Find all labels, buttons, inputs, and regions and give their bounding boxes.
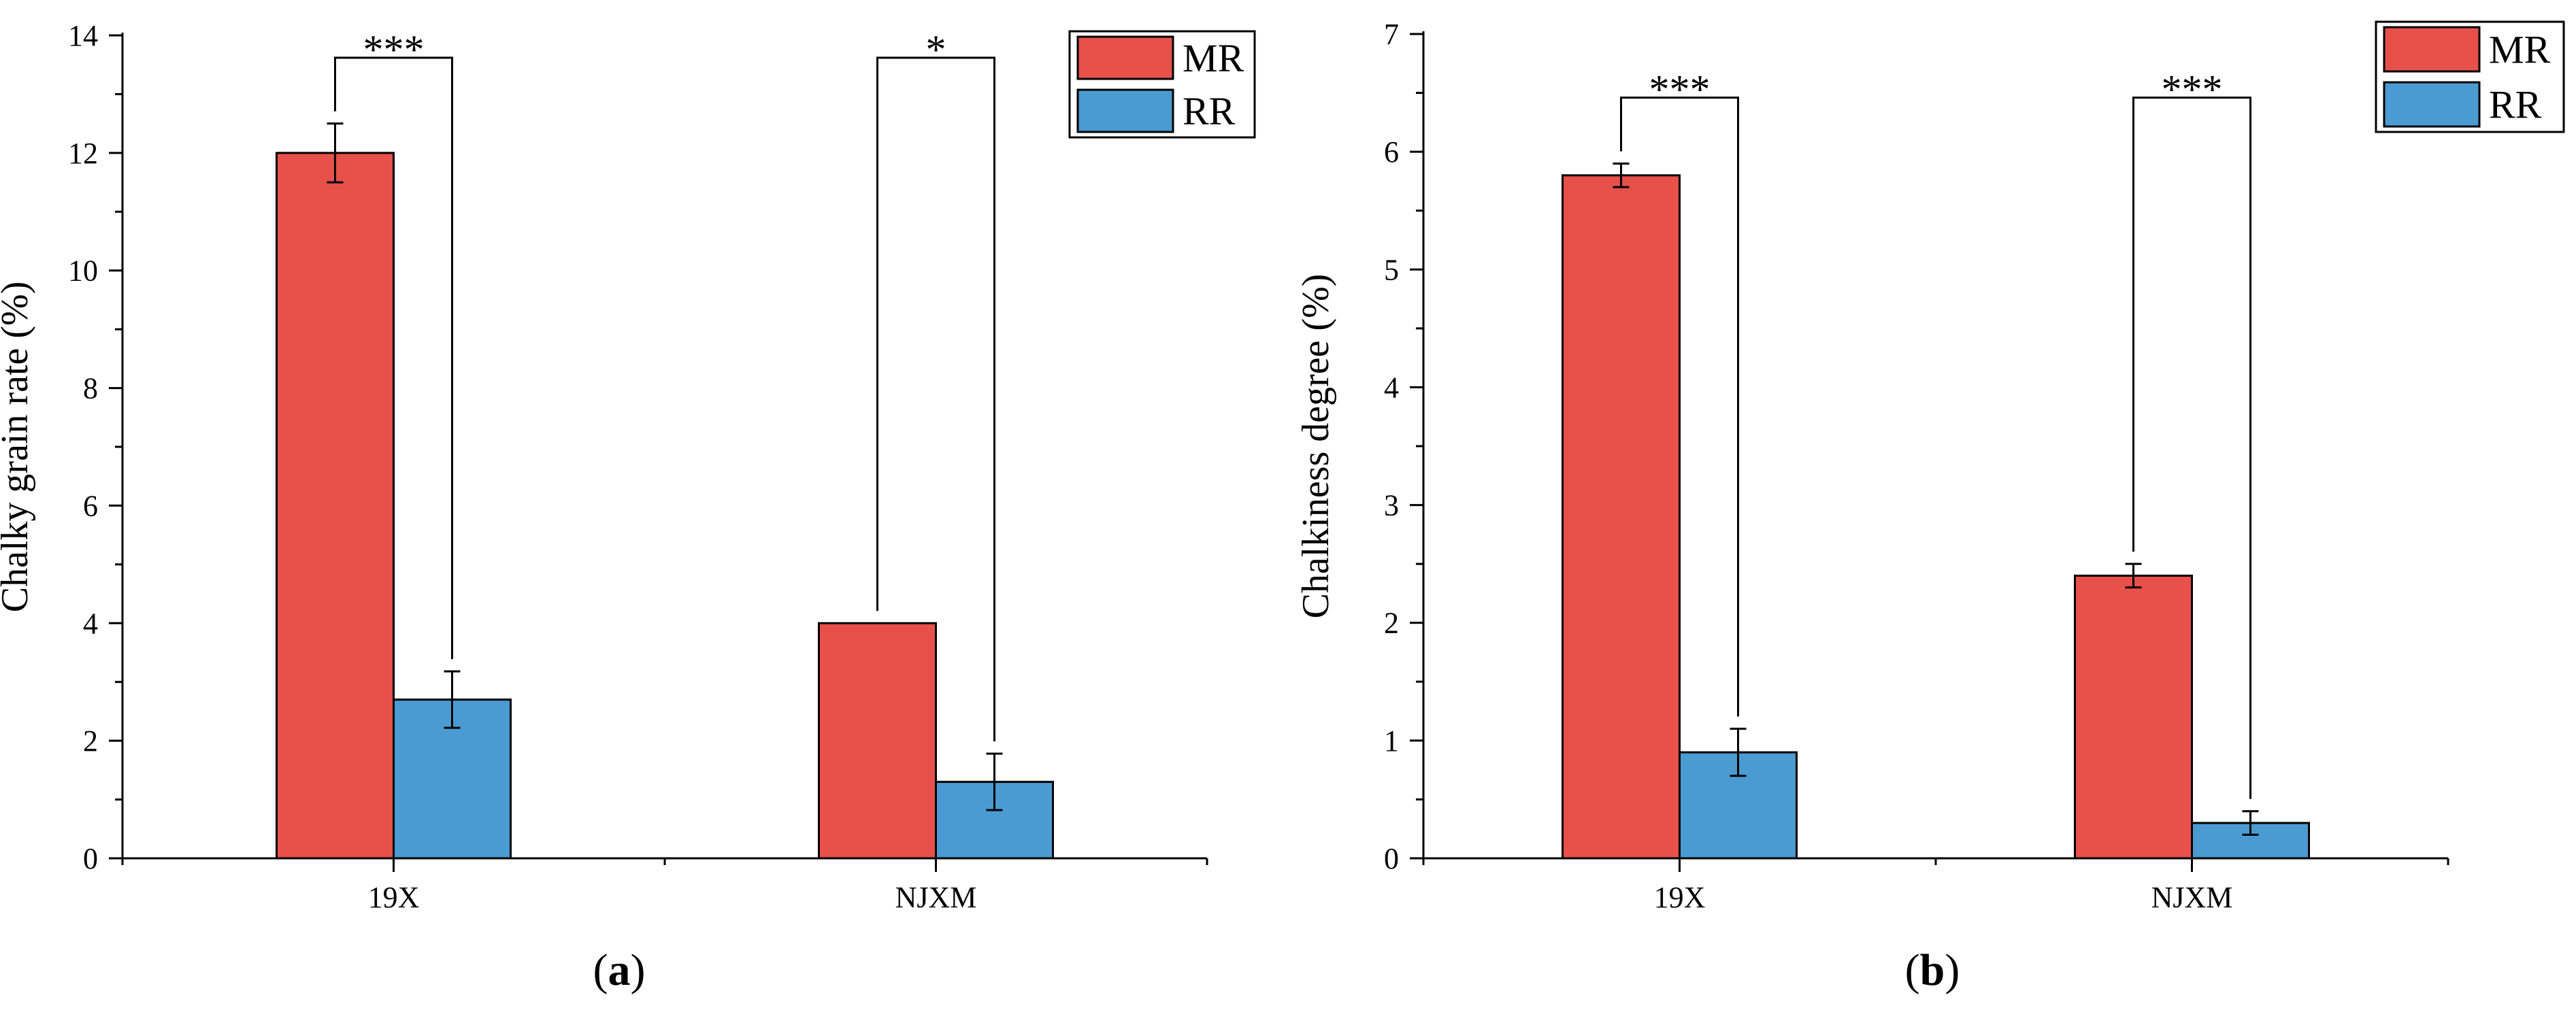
bar-mr-19x: [276, 152, 395, 860]
significance-label: ***: [2162, 67, 2223, 112]
panel-label: (b): [1905, 945, 1960, 995]
bar-mr-njxm: [2074, 574, 2193, 860]
legend-label-rr: RR: [1183, 89, 1236, 133]
y-tick-label: 6: [1384, 135, 1399, 169]
legend-swatch-mr: [1076, 35, 1174, 80]
significance-bracket: [1620, 96, 1739, 717]
bar-mr-njxm: [818, 622, 937, 860]
panel-label: (a): [593, 945, 646, 995]
legend-swatch-rr: [2383, 81, 2481, 128]
y-tick-label: 4: [83, 607, 98, 640]
legend-label-mr: MR: [2489, 28, 2551, 72]
y-tick-label: 7: [1384, 18, 1399, 51]
y-axis-title: Chalkiness degree (%): [1295, 274, 1337, 619]
y-tick-label: 5: [1384, 253, 1399, 286]
significance-bracket: [2132, 96, 2251, 799]
y-tick-label: 4: [1384, 371, 1399, 404]
significance-label: *: [926, 27, 946, 72]
y-tick-label: 0: [1384, 842, 1399, 875]
significance-bracket: [334, 56, 453, 660]
y-tick-label: 0: [83, 842, 98, 875]
y-tick-label: 3: [1384, 489, 1399, 522]
legend-swatch-mr: [2383, 26, 2481, 73]
significance-bracket: [876, 56, 995, 742]
y-tick-label: 12: [68, 137, 98, 170]
bar-mr-19x: [1562, 174, 1681, 860]
y-tick-label: 14: [68, 19, 98, 52]
y-tick-label: 1: [1384, 724, 1399, 758]
y-tick-label: 2: [83, 724, 98, 758]
significance-label: ***: [1649, 67, 1711, 112]
x-tick-label: NJXM: [2151, 881, 2233, 914]
panel-a: 0 2 4 6 8 10 12 14 19X NJXM Chalky grain rate (%) *…: [0, 19, 1256, 995]
panel-b: 0 1 2 3 4 5 6 7 19X NJXM Chalkiness degree (%) *** *…: [1295, 18, 2565, 995]
legend-label-mr: MR: [1183, 36, 1244, 80]
y-tick-label: 6: [83, 489, 98, 522]
y-tick-label: 8: [83, 372, 98, 405]
significance-label: ***: [363, 27, 425, 72]
legend-label-rr: RR: [2489, 83, 2542, 127]
x-tick-label: 19X: [1654, 881, 1706, 914]
y-axis-title: Chalky grain rate (%): [0, 282, 36, 613]
x-tick-label: NJXM: [895, 881, 977, 914]
y-tick-label: 2: [1384, 607, 1399, 640]
legend-swatch-rr: [1076, 88, 1174, 133]
x-tick-label: 19X: [368, 881, 420, 914]
y-tick-label: 10: [68, 254, 98, 288]
